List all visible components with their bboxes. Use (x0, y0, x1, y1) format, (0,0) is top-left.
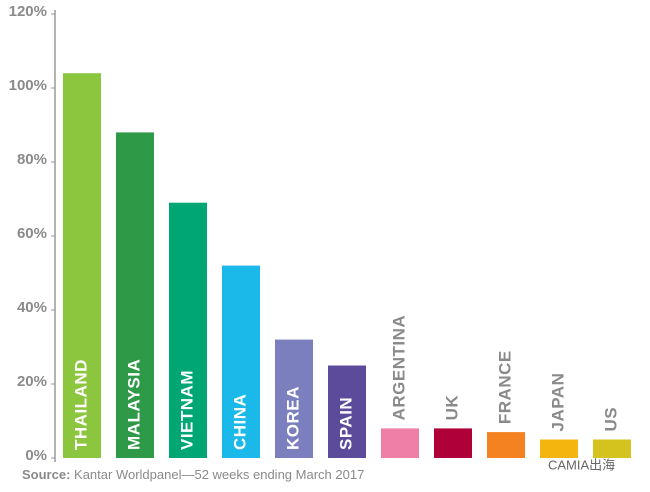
bar (63, 73, 101, 458)
bar (222, 265, 260, 458)
bar-label: CHINA (230, 394, 249, 450)
bar-label: SPAIN (336, 397, 355, 450)
bar-label: US (601, 407, 620, 432)
source: Source: Kantar Worldpanel—52 weeks endin… (22, 467, 364, 482)
y-tick-label: 100% (9, 77, 47, 94)
bar-label: UK (442, 395, 461, 421)
y-tick-label: 120% (9, 3, 47, 20)
bar (381, 428, 419, 458)
bar (487, 432, 525, 458)
y-tick-label: 20% (17, 373, 47, 390)
bar (328, 365, 366, 458)
bar (116, 132, 154, 458)
bar (434, 428, 472, 458)
bar-label: KOREA (283, 386, 302, 450)
source-text: Kantar Worldpanel—52 weeks ending March … (74, 467, 364, 482)
bar (169, 202, 207, 458)
bar (540, 439, 578, 458)
y-tick-label: 60% (17, 225, 47, 242)
source-label: Source: (22, 467, 70, 482)
bar-label: VIETNAM (177, 370, 196, 450)
y-tick-label: 0% (25, 447, 47, 464)
y-tick-label: 80% (17, 151, 47, 168)
bar-label: JAPAN (548, 373, 567, 432)
bar (275, 339, 313, 458)
bar-label: THAILAND (71, 359, 90, 450)
bar-label: MALAYSIA (124, 359, 143, 450)
bar-label: ARGENTINA (389, 315, 408, 421)
watermark: CAMIA出海 (548, 457, 615, 472)
y-tick-label: 40% (17, 299, 47, 316)
bar (593, 439, 631, 458)
bar-label: FRANCE (495, 350, 514, 424)
